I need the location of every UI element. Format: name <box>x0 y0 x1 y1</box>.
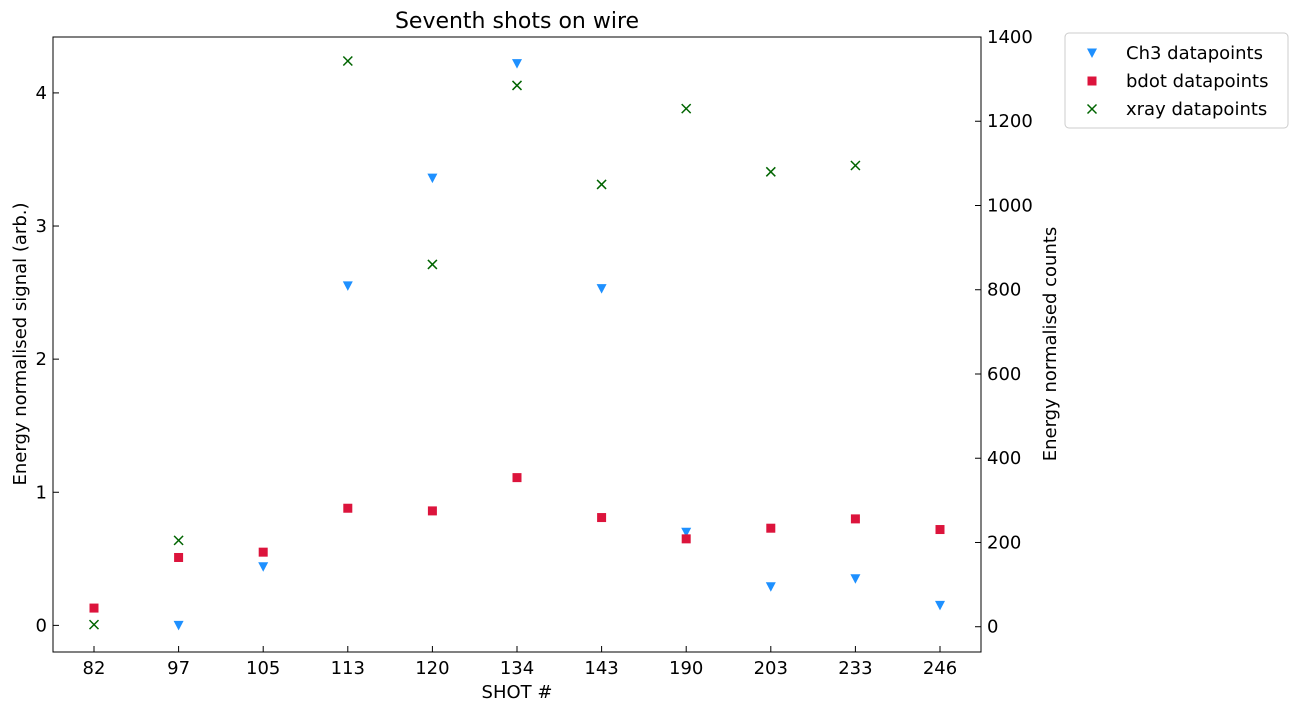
legend-marker <box>1086 103 1098 115</box>
x-tick-label: 113 <box>331 658 365 679</box>
ch3-point <box>681 527 692 538</box>
x-tick-label: 97 <box>167 658 190 679</box>
ch3-point <box>850 574 861 584</box>
bdot-point <box>427 506 437 516</box>
bdot-point <box>343 503 353 513</box>
bdot-point <box>512 473 522 483</box>
legend-marker <box>1087 76 1097 86</box>
right-y-tick-label: 800 <box>987 280 1021 301</box>
right-y-tick-label: 0 <box>987 617 998 638</box>
xray-point <box>173 535 184 546</box>
xray-point <box>681 103 692 114</box>
plot-area <box>52 36 982 653</box>
x-tick-label: 134 <box>500 658 534 679</box>
x-tick-label: 203 <box>754 658 788 679</box>
legend-box <box>1064 32 1289 129</box>
ch3-point <box>765 582 776 592</box>
bdot-point <box>174 552 184 562</box>
xray-point <box>765 166 776 177</box>
x-axis-title: SHOT # <box>482 682 553 703</box>
x-tick-label: 120 <box>415 658 449 679</box>
right-y-tick-label: 1400 <box>987 27 1033 48</box>
bdot-point <box>89 603 99 613</box>
data-points <box>88 55 945 631</box>
ch3-point <box>935 600 945 611</box>
ch3-point <box>512 59 522 69</box>
legend-label: Ch3 datapoints <box>1126 43 1263 64</box>
legend: Ch3 datapoints bdot datapoints xray datapo… <box>1064 32 1289 129</box>
bdot-point <box>935 525 945 535</box>
x-tick-label: 233 <box>838 658 872 679</box>
ch3-point <box>173 620 184 631</box>
ch3-point <box>342 281 353 291</box>
x-tick-label: 143 <box>584 658 618 679</box>
left-y-axis: 0 1 2 3 4 <box>36 83 59 636</box>
right-y-axis: 0 200 400 600 800 1000 1200 1400 <box>975 27 1033 638</box>
xray-point <box>88 619 100 630</box>
ch3-point <box>427 173 438 184</box>
ch3-point <box>258 562 269 572</box>
left-y-tick-label: 0 <box>36 615 47 636</box>
legend-label: bdot datapoints <box>1126 71 1268 92</box>
left-y-tick-label: 4 <box>36 83 47 104</box>
ch3-point <box>596 284 607 294</box>
left-y-axis-title: Energy normalised signal (arb.) <box>10 203 31 486</box>
bdot-point <box>597 513 607 523</box>
right-y-tick-label: 1200 <box>987 111 1033 132</box>
xray-point <box>342 55 353 67</box>
xray-point <box>511 80 523 91</box>
x-tick-label: 105 <box>246 658 280 679</box>
chart-title: Seventh shots on wire <box>395 9 639 34</box>
xray-point <box>850 160 861 171</box>
right-y-tick-label: 200 <box>987 532 1021 553</box>
legend-marker <box>1087 48 1097 58</box>
x-tick-label: 82 <box>83 658 106 679</box>
left-y-tick-label: 1 <box>36 482 47 503</box>
x-tick-label: 246 <box>923 658 957 679</box>
left-y-tick-label: 2 <box>36 349 47 370</box>
legend-label: xray datapoints <box>1126 99 1267 120</box>
bdot-point <box>766 523 776 533</box>
x-tick-label: 190 <box>669 658 703 679</box>
x-axis: 82 97 105 113 120 134 143 190 203 233 246 <box>83 646 957 679</box>
left-y-tick-label: 3 <box>36 216 47 237</box>
right-y-tick-label: 400 <box>987 448 1021 469</box>
xray-point <box>596 179 607 190</box>
bdot-point <box>850 514 860 524</box>
bdot-point <box>681 534 691 544</box>
right-y-tick-label: 1000 <box>987 195 1033 216</box>
right-y-axis-title: Energy normalised counts <box>1040 227 1061 462</box>
xray-point <box>427 259 438 270</box>
right-y-tick-label: 600 <box>987 364 1021 385</box>
bdot-point <box>258 547 268 557</box>
